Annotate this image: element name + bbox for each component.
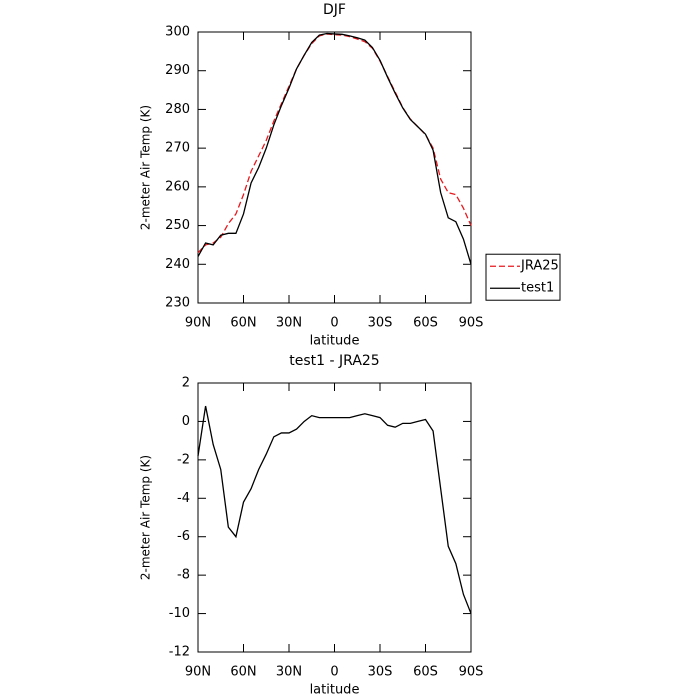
y-tick-label: -2 xyxy=(177,452,190,467)
y-tick-label: 280 xyxy=(165,102,190,117)
data-line xyxy=(197,32,472,265)
y-axis-label: 2-meter Air Temp (K) xyxy=(139,105,153,230)
y-tick-label: -12 xyxy=(169,645,190,660)
x-tick-label: 0 xyxy=(330,665,338,680)
x-axis-label: latitude xyxy=(310,683,360,698)
x-tick-label: 30S xyxy=(368,665,393,680)
x-tick-label: 60N xyxy=(230,316,256,331)
y-tick-label: 230 xyxy=(165,296,190,311)
y-tick-label: 250 xyxy=(165,218,190,233)
legend-box xyxy=(485,253,561,301)
x-axis-label: latitude xyxy=(310,334,360,349)
data-line xyxy=(197,405,472,614)
y-tick-label: 240 xyxy=(165,257,190,272)
chart-title: DJF xyxy=(323,2,346,18)
y-tick-label: -4 xyxy=(177,491,190,506)
y-tick-label: -10 xyxy=(169,606,190,621)
y-tick-label: -6 xyxy=(177,529,190,544)
x-tick-label: 30N xyxy=(276,665,302,680)
legend-label: test1 xyxy=(521,281,554,296)
y-tick-label: 0 xyxy=(182,414,190,429)
x-tick-label: 60S xyxy=(413,316,438,331)
x-tick-label: 30S xyxy=(368,316,393,331)
chart-title: test1 - JRA25 xyxy=(289,353,379,369)
x-tick-label: 30N xyxy=(276,316,302,331)
x-tick-label: 60N xyxy=(230,665,256,680)
legend-label: JRA25 xyxy=(520,259,559,274)
y-tick-label: 2 xyxy=(182,376,190,391)
x-tick-label: 90S xyxy=(459,316,484,331)
x-tick-label: 0 xyxy=(330,316,338,331)
x-tick-label: 60S xyxy=(413,665,438,680)
x-tick-label: 90N xyxy=(185,665,211,680)
plot-frame xyxy=(197,31,472,304)
y-tick-label: 300 xyxy=(165,25,190,40)
data-line xyxy=(197,33,472,254)
y-tick-label: 260 xyxy=(165,179,190,194)
y-tick-label: 290 xyxy=(165,63,190,78)
plot-frame xyxy=(197,382,472,653)
x-tick-label: 90N xyxy=(185,316,211,331)
y-tick-label: 270 xyxy=(165,141,190,156)
x-tick-label: 90S xyxy=(459,665,484,680)
y-tick-label: -8 xyxy=(177,568,190,583)
y-axis-label: 2-meter Air Temp (K) xyxy=(139,455,153,580)
